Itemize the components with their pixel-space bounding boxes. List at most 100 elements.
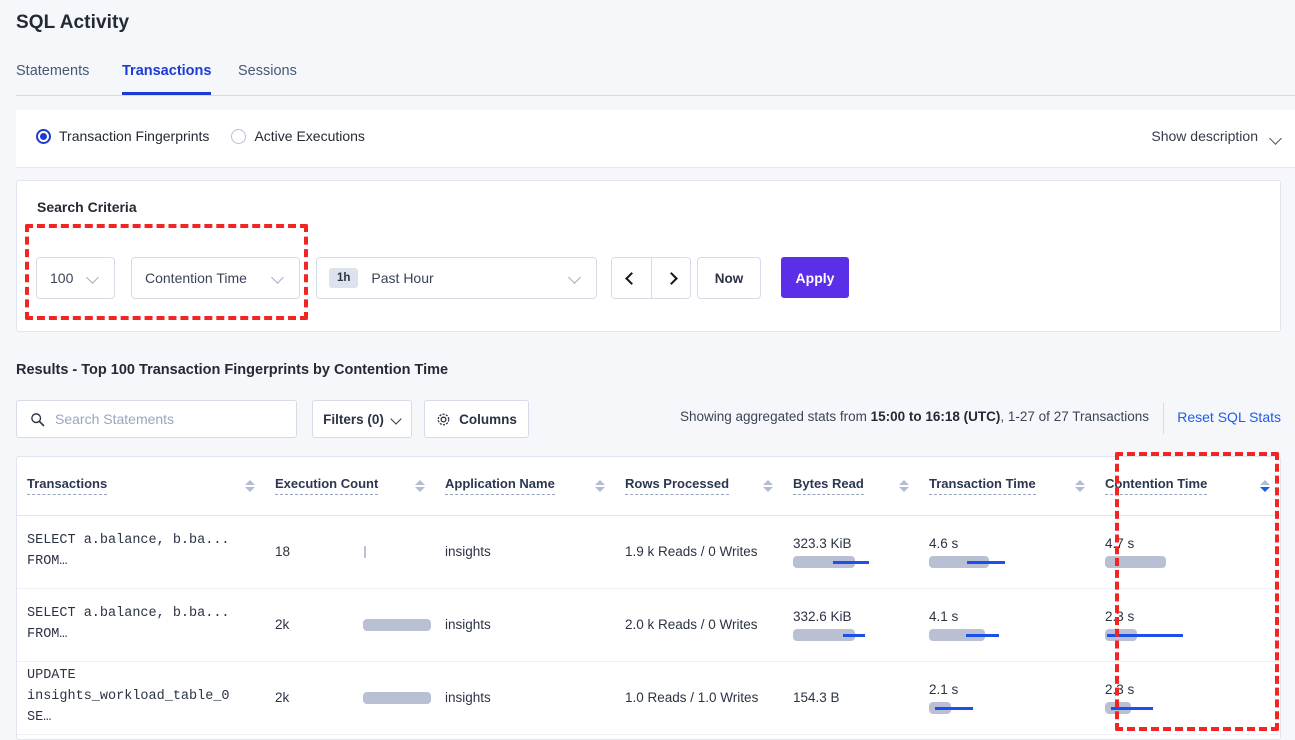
sort-toggle-icon[interactable] [595,479,605,492]
stats-prefix: Showing aggregated stats from [680,409,871,424]
table-row[interactable]: UPDATE insights_workload_table_0 SE… 2k in… [17,661,1280,735]
radio-dot-icon [36,128,51,144]
view-selector-bar: Transaction Fingerprints Active Executio… [16,110,1295,168]
cell-transaction-sql[interactable]: UPDATE insights_workload_table_0 SE… [17,661,265,735]
radio-active-executions[interactable]: Active Executions [231,128,365,144]
contention-time-bar [1105,555,1270,568]
column-header-execution-count[interactable]: Execution Count [265,457,435,516]
execution-count-bar [364,545,367,558]
cell-contention-time: 4.7 s [1095,515,1280,589]
cell-transaction-sql[interactable]: SELECT a.balance, b.ba... FROM… [17,588,265,662]
execution-count-bar [363,691,432,704]
cell-execution-count: 2k [265,661,435,735]
cell-contention-time: 2.3 s [1095,588,1280,662]
time-nav-buttons [611,257,691,299]
cell-application-name: insights [435,515,615,589]
column-label: Rows Processed [625,476,730,496]
column-header-transaction-time[interactable]: Transaction Time [919,457,1095,516]
cell-transaction-time: 4.1 s [919,588,1095,662]
search-icon [31,412,45,426]
table-body: SELECT a.balance, b.ba... FROM… 18 insight… [17,515,1280,735]
transaction-time-value: 4.6 s [929,535,959,551]
radio-transaction-fingerprints[interactable]: Transaction Fingerprints [36,128,209,144]
time-range-select[interactable]: 1h Past Hour [316,257,597,299]
apply-button[interactable]: Apply [781,257,849,298]
cell-transaction-sql[interactable]: SELECT a.balance, b.ba... FROM… [17,515,265,589]
bytes-read-bar [793,555,909,568]
cell-application-name: insights [435,588,615,662]
column-header-application-name[interactable]: Application Name [435,457,615,516]
table-header-row: Transactions Execution Count Application… [17,457,1280,516]
chevron-down-icon [84,268,104,288]
show-description-label: Show description [1151,128,1258,144]
tab-transactions[interactable]: Transactions [122,56,212,95]
chevron-down-icon [566,268,586,288]
stats-suffix: , 1-27 of 27 Transactions [1000,409,1149,424]
transactions-table: Transactions Execution Count Application… [16,456,1281,740]
cell-rows-processed: 1.0 Reads / 1.0 Writes [615,661,783,735]
page-title: SQL Activity [16,12,130,33]
sort-toggle-icon[interactable] [245,479,255,492]
filters-button[interactable]: Filters (0) [312,400,412,438]
sort-toggle-icon[interactable] [899,479,909,492]
chevron-right-icon [664,271,678,285]
column-label: Transactions [27,476,108,496]
column-label: Transaction Time [929,476,1036,496]
cell-bytes-read: 332.6 KiB [783,588,919,662]
radio-label-fingerprints: Transaction Fingerprints [59,128,210,144]
radio-label-active-executions: Active Executions [254,128,365,144]
table-row[interactable]: SELECT a.balance, b.ba... FROM… 18 insight… [17,515,1280,589]
search-statements-input[interactable]: Search Statements [16,400,297,438]
radio-dot-icon [231,128,247,144]
table-row[interactable]: SELECT a.balance, b.ba... FROM… 2k insight… [17,588,1280,662]
top-select[interactable]: 100 [36,257,115,299]
chevron-left-icon [625,271,638,285]
sort-toggle-icon[interactable] [1075,479,1085,492]
transaction-time-bar [929,555,1085,568]
cell-execution-count: 18 [265,515,435,589]
tab-bar-divider [16,95,1295,96]
column-header-transactions[interactable]: Transactions [17,457,265,516]
search-criteria-panel: Search Criteria Top By Time Range [16,180,1281,433]
filters-button-label: Filters (0) [323,411,384,427]
transaction-time-value: 2.1 s [929,681,959,697]
tab-sessions[interactable]: Sessions [238,63,297,79]
time-prev-button[interactable] [612,258,651,298]
bytes-read-value: 332.6 KiB [793,608,852,624]
columns-button[interactable]: Columns [424,400,529,438]
bytes-read-bar [793,628,909,641]
sort-toggle-icon[interactable] [1260,479,1270,492]
cell-transaction-time: 2.1 s [919,661,1095,735]
cell-execution-count: 2k [265,588,435,662]
bytes-read-value: 323.3 KiB [793,535,852,551]
show-description-toggle[interactable]: Show description [1151,128,1281,144]
column-header-contention-time[interactable]: Contention Time [1095,457,1280,516]
column-header-rows-processed[interactable]: Rows Processed [615,457,783,516]
transaction-time-value: 4.1 s [929,608,959,624]
execution-count-value: 2k [275,690,290,705]
results-title: Results - Top 100 Transaction Fingerprin… [16,362,449,378]
cell-rows-processed: 1.9 k Reads / 0 Writes [615,515,783,589]
cell-contention-time: 2.3 s [1095,661,1280,735]
column-header-bytes-read[interactable]: Bytes Read [783,457,919,516]
reset-sql-stats-link[interactable]: Reset SQL Stats [1177,409,1281,425]
contention-time-value: 2.3 s [1105,608,1135,624]
contention-time-bar [1105,701,1270,714]
sort-toggle-icon[interactable] [763,479,773,492]
now-button[interactable]: Now [697,257,761,299]
gear-icon [437,413,450,425]
contention-time-bar [1105,628,1270,641]
by-select[interactable]: Contention Time [131,257,300,299]
time-next-button[interactable] [651,258,690,298]
tab-statements[interactable]: Statements [16,63,90,79]
view-radio-group: Transaction Fingerprints Active Executio… [36,128,365,144]
execution-count-value: 18 [275,544,291,559]
cell-bytes-read: 323.3 KiB [783,515,919,589]
cell-rows-processed: 2.0 k Reads / 0 Writes [615,588,783,662]
search-criteria-title: Search Criteria [37,199,137,215]
sort-toggle-icon[interactable] [415,479,425,492]
contention-time-value: 2.3 s [1105,681,1135,697]
aggregated-stats-text: Showing aggregated stats from 15:00 to 1… [680,409,1149,424]
column-label: Execution Count [275,476,379,496]
